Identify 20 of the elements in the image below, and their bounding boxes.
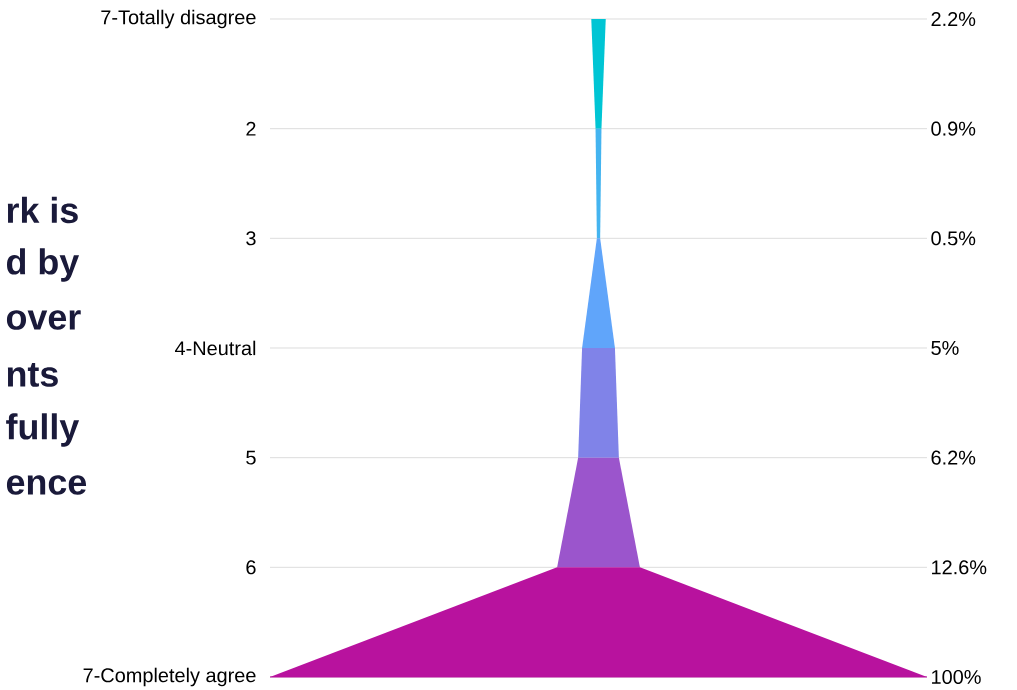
data-label: 12.6% <box>932 560 987 575</box>
data-label: 5% <box>931 340 959 355</box>
data-label: 100% <box>932 669 981 685</box>
text: nts <box>7 363 58 387</box>
category-label: 7-Totally disagree <box>101 9 256 29</box>
category-label: 2 <box>246 121 256 136</box>
text: over <box>6 310 81 330</box>
category-label: 6 <box>246 560 256 575</box>
category-label: 5 <box>246 450 256 465</box>
data-label: 6.2% <box>931 450 976 465</box>
text: rk is <box>7 196 78 224</box>
category-label: 3 <box>246 231 256 246</box>
data-label: 0.5% <box>931 231 976 246</box>
text: fully <box>6 413 80 447</box>
data-label: 0.9% <box>931 121 976 136</box>
data-label: 2.2% <box>931 11 976 26</box>
text: ence <box>6 475 87 495</box>
category-label: 7-Completely agree <box>83 667 256 687</box>
category-label: 4-Neutral <box>174 340 256 356</box>
text: d by <box>7 248 80 282</box>
